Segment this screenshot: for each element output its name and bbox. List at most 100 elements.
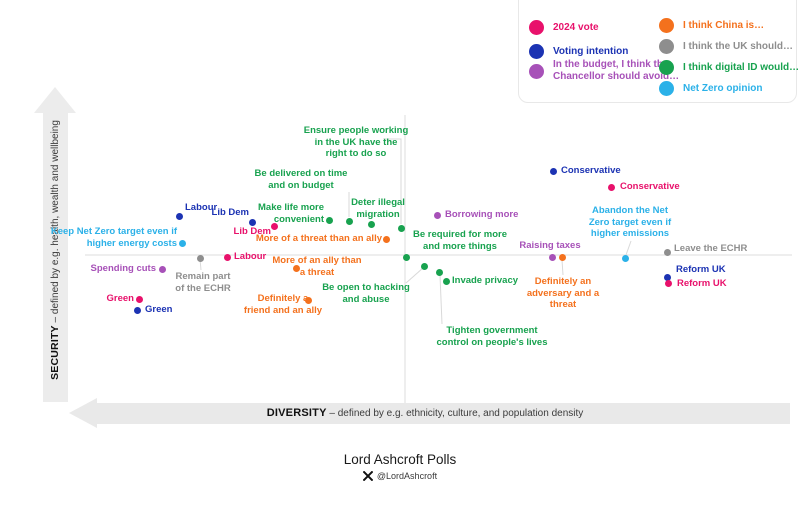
point-label: Tighten government control on people's li… (436, 325, 548, 348)
point-label: Borrowing more (445, 209, 519, 220)
data-point-dot (175, 212, 183, 220)
legend-label: 2024 vote (553, 21, 599, 33)
legend-label: In the budget, I think the Chancellor sho… (553, 59, 680, 82)
legend-dot-icon (659, 81, 674, 96)
data-point-dot (248, 218, 256, 226)
data-point-dot (607, 183, 615, 191)
legend-panel (518, 0, 797, 103)
data-point-dot (223, 253, 231, 261)
data-point-dot (664, 279, 672, 287)
leader-line (625, 240, 632, 256)
legend-label: I think digital ID would… (683, 61, 800, 73)
diversity-axis-label: DIVERSITY – defined by e.g. ethnicity, c… (96, 403, 790, 424)
point-label: Be delivered on time and on budget (254, 168, 348, 191)
data-point-dot (178, 239, 186, 247)
leader-line (383, 138, 402, 224)
data-point-dot (158, 265, 166, 273)
legend-dot-icon (659, 39, 674, 54)
data-point-dot (558, 253, 566, 261)
data-point-dot (663, 248, 671, 256)
legend-item: In the budget, I think the Chancellor sho… (529, 59, 679, 83)
security-axis-arrowhead-icon (34, 87, 76, 113)
point-label: Lib Dem (211, 207, 249, 218)
point-label: Spending cuts (90, 263, 156, 274)
point-label: Labour (234, 251, 267, 262)
point-label: Make life more convenient (258, 202, 324, 225)
data-point-dot (663, 273, 671, 281)
data-point-dot (435, 268, 443, 276)
diversity-axis-title: DIVERSITY (266, 407, 327, 419)
diversity-axis-arrow (96, 403, 790, 424)
data-point-dot (292, 264, 300, 272)
point-label: Invade privacy (452, 275, 519, 286)
data-point-dot (270, 222, 278, 230)
data-point-dot (196, 254, 204, 262)
legend-item: I think the UK should… (659, 39, 799, 54)
point-label: Leave the ECHR (674, 243, 748, 254)
point-label: Definitely an adversary and a threat (526, 276, 600, 310)
footer: Lord Ashcroft Polls @LordAshcroft (0, 452, 800, 481)
data-point-dot (382, 235, 390, 243)
point-label: Definitely a friend and an ally (243, 293, 323, 316)
legend-label: I think the UK should… (683, 40, 793, 52)
data-point-dot (304, 296, 312, 304)
source-title: Lord Ashcroft Polls (343, 452, 457, 467)
legend-dot-icon (659, 18, 674, 33)
data-point-dot (420, 262, 428, 270)
point-label: Labour (185, 202, 218, 213)
point-label: Conservative (620, 181, 680, 192)
data-point-dot (402, 253, 410, 261)
diversity-axis-arrowhead-icon (69, 398, 97, 428)
legend-dot-icon (529, 44, 544, 59)
point-label: Green (106, 293, 134, 304)
point-label: Keep Net Zero target even if higher energ… (50, 226, 177, 249)
data-point-dot (133, 306, 141, 314)
security-axis-arrow (43, 112, 68, 402)
legend-item: Net Zero opinion (659, 81, 799, 96)
leader-line (439, 274, 443, 325)
leader-line (561, 259, 564, 276)
legend-column-2: I think China is… I think the UK should… I… (659, 18, 799, 96)
social-handle: @LordAshcroft (376, 471, 438, 481)
legend-item: 2024 vote (529, 20, 679, 35)
point-label: Ensure people working in the UK have the r… (303, 125, 409, 159)
legend-item: Voting intention (529, 44, 679, 59)
legend-dot-icon (529, 63, 544, 79)
legend-dot-icon (659, 60, 674, 75)
point-label: Green (145, 304, 173, 315)
data-point-dot (345, 217, 353, 225)
legend-label: Voting intention (553, 45, 629, 57)
point-label: Abandon the Net Zero target even if higher… (588, 205, 672, 239)
point-label: Deter illegal migration (351, 197, 405, 220)
point-label: Be required for more and more things (413, 229, 507, 252)
social-handle-row: @LordAshcroft (0, 471, 800, 481)
point-label: Conservative (561, 165, 621, 176)
legend-item: I think China is… (659, 18, 799, 33)
data-point-dot (548, 253, 556, 261)
point-label: Reform UK (677, 278, 727, 289)
leader-line (405, 267, 424, 284)
point-label: Raising taxes (519, 240, 581, 251)
point-label: Lib Dem (233, 226, 271, 237)
data-point-dot (621, 254, 629, 262)
point-label: Remain part of the ECHR (175, 271, 231, 294)
point-label: More of an ally than a threat (272, 255, 362, 278)
legend-dot-icon (529, 20, 544, 35)
point-label: Reform UK (676, 264, 726, 275)
diversity-axis-description: – defined by e.g. ethnicity, culture, an… (329, 408, 584, 419)
legend-item: I think digital ID would… (659, 60, 799, 75)
data-point-dot (135, 295, 143, 303)
data-point-dot (433, 211, 441, 219)
legend-label: Net Zero opinion (683, 82, 763, 94)
data-point-dot (442, 277, 450, 285)
legend-column-1: 2024 vote Voting intention In the budget, … (529, 20, 679, 83)
point-label: Be open to hacking and abuse (322, 282, 410, 305)
legend-label: I think China is… (683, 19, 765, 31)
data-point-dot (549, 167, 557, 175)
data-point-dot (367, 220, 375, 228)
data-point-dot (397, 224, 405, 232)
point-label: More of a threat than an ally (255, 233, 382, 244)
x-logo-icon (362, 471, 373, 481)
data-point-dot (325, 216, 333, 224)
